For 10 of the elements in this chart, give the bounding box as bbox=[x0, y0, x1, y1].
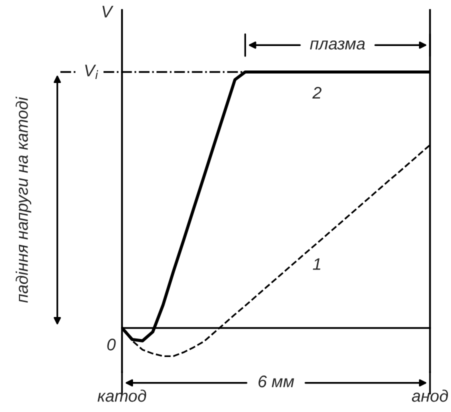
ref-line-label: V$_{i}$ bbox=[85, 64, 98, 80]
text: анод bbox=[412, 390, 448, 402]
series-label: 2 bbox=[312, 86, 322, 99]
annotation: 0 bbox=[107, 338, 116, 350]
y-axis-title: V bbox=[102, 6, 114, 18]
text: 6 мм bbox=[258, 376, 294, 388]
text: падіння напруги на катоді bbox=[16, 96, 32, 303]
text: катод bbox=[98, 390, 146, 402]
text: плазма bbox=[310, 40, 365, 50]
series-label: 1 bbox=[312, 258, 320, 270]
